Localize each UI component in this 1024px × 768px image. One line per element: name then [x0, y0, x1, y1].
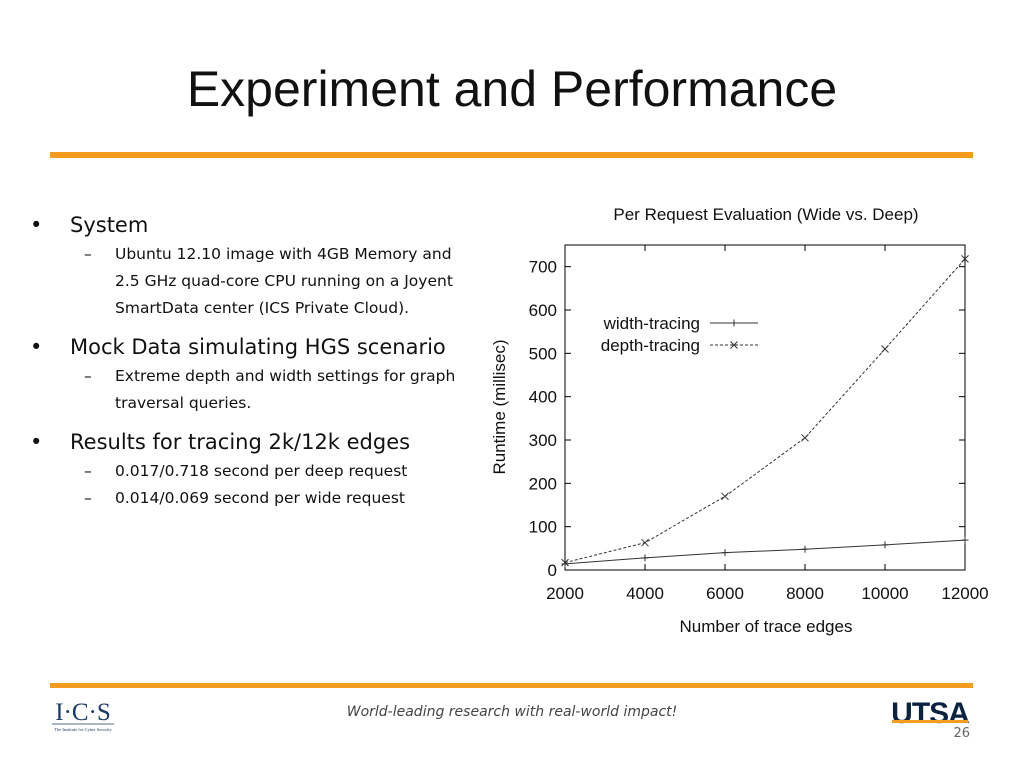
- sub-bullet-marker: –: [84, 462, 92, 480]
- sub-bullet-text: 0.014/0.069 second per wide request: [115, 489, 405, 507]
- y-tick-label: 500: [529, 344, 557, 363]
- ics-logo-subtext: The Institute for Cyber Security: [54, 727, 112, 732]
- page-number: 26: [953, 726, 970, 741]
- bullet-text: System: [70, 213, 149, 237]
- sub-bullet: – Extreme depth and width settings for g…: [28, 363, 478, 417]
- sub-bullet-text: Ubuntu 12.10 image with 4GB Memory and 2…: [115, 245, 453, 317]
- y-tick-label: 600: [529, 301, 557, 320]
- y-tick-label: 400: [529, 388, 557, 407]
- x-tick-label: 4000: [626, 584, 664, 603]
- sub-bullet-text: Extreme depth and width settings for gra…: [115, 367, 456, 412]
- x-axis-label: Number of trace edges: [680, 617, 853, 636]
- x-tick-label: 8000: [786, 584, 824, 603]
- data-point: [721, 492, 729, 501]
- bullet-marker: •: [30, 213, 43, 237]
- data-point: [561, 558, 569, 567]
- x-tick-label: 12000: [941, 584, 988, 603]
- x-tick-label: 10000: [861, 584, 908, 603]
- sub-bullet-marker: –: [84, 489, 92, 507]
- sub-bullet-text: 0.017/0.718 second per deep request: [115, 462, 408, 480]
- legend-label: width-tracing: [603, 314, 700, 333]
- footer-tagline: World-leading research with real-world i…: [346, 704, 678, 720]
- sub-bullet: – 0.017/0.718 second per deep request: [28, 458, 478, 485]
- footer-divider: [50, 683, 973, 688]
- legend-marker: [730, 341, 738, 349]
- data-point: [961, 255, 969, 263]
- slide-title: Experiment and Performance: [186, 61, 838, 117]
- series-line-1: [564, 539, 966, 565]
- sub-bullet-marker: –: [84, 245, 92, 263]
- utsa-logo: UTSA: [891, 697, 970, 728]
- runtime-line-chart: Per Request Evaluation (Wide vs. Deep) 0 1…: [490, 205, 989, 636]
- sub-bullet-marker: –: [84, 367, 92, 385]
- bullet-system: • System: [28, 210, 478, 241]
- y-tick-label: 200: [529, 474, 557, 493]
- bullet-text: Mock Data simulating HGS scenario: [70, 335, 446, 359]
- x-tick-label: 2000: [546, 584, 584, 603]
- chart-title: Per Request Evaluation (Wide vs. Deep): [613, 205, 918, 224]
- bullet-mock-data: • Mock Data simulating HGS scenario: [28, 332, 478, 363]
- ics-logo: I·C·S The Institute for Cyber Security: [52, 699, 114, 732]
- utsa-logo-text: UTSA: [891, 697, 969, 728]
- sub-bullet: – 0.014/0.069 second per wide request: [28, 485, 478, 512]
- data-point: [641, 538, 649, 547]
- bullet-text: Results for tracing 2k/12k edges: [70, 430, 411, 454]
- ics-logo-text: I·C·S: [55, 699, 111, 726]
- series-line-2: [564, 258, 966, 564]
- y-tick-label: 700: [529, 258, 557, 277]
- y-tick-label: 100: [529, 518, 557, 537]
- title-divider: [50, 152, 973, 158]
- bullet-results: • Results for tracing 2k/12k edges: [28, 427, 478, 458]
- y-tick-label: 0: [548, 561, 557, 580]
- plot-frame: [564, 244, 966, 571]
- x-tick-label: 6000: [706, 584, 744, 603]
- sub-bullet: – Ubuntu 12.10 image with 4GB Memory and…: [28, 241, 478, 322]
- y-tick-label: 300: [529, 431, 557, 450]
- bullet-list: • System – Ubuntu 12.10 image with 4GB M…: [28, 206, 478, 512]
- data-point: [881, 345, 889, 353]
- y-axis-label: Runtime (millisec): [490, 339, 509, 474]
- legend-label: depth-tracing: [601, 336, 700, 355]
- bullet-marker: •: [30, 430, 43, 454]
- bullet-marker: •: [30, 335, 43, 359]
- data-point: [801, 433, 809, 442]
